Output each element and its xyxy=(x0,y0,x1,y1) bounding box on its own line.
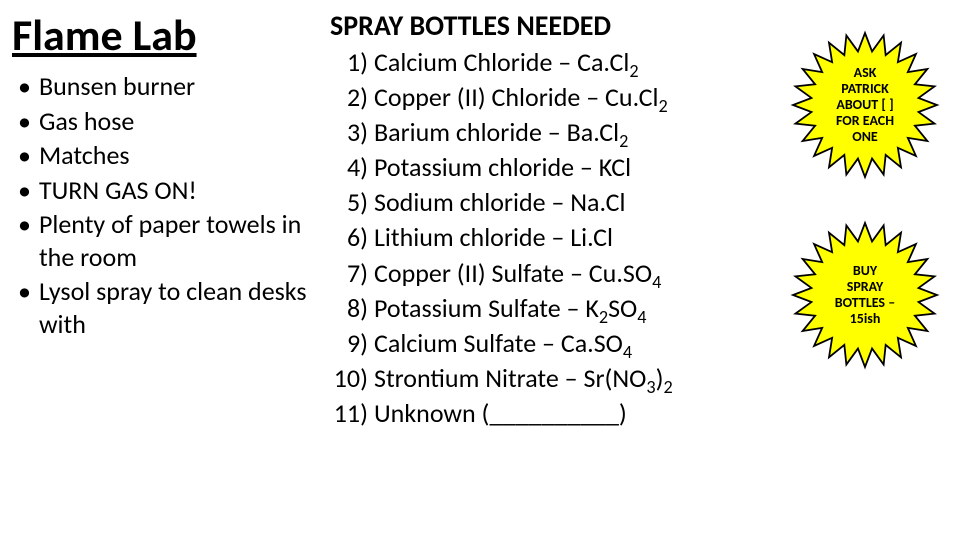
bullet-icon: • xyxy=(18,70,31,103)
list-item: 5)Sodium chloride – Na.Cl xyxy=(330,185,770,220)
list-item: 11)Unknown (__________) xyxy=(330,396,770,431)
list-item-label: Lithium chloride – Li.Cl xyxy=(374,220,770,255)
page-title: Flame Lab xyxy=(12,8,197,62)
starburst-text: BUYSPRAYBOTTLES –15ish xyxy=(817,263,913,327)
bullet-icon: • xyxy=(18,208,31,273)
bullet-icon: • xyxy=(18,275,31,340)
list-item: •Bunsen burner xyxy=(18,70,318,103)
list-item-number: 2) xyxy=(330,80,374,115)
list-item-label: Plenty of paper towels in the room xyxy=(39,208,318,273)
list-item-label: Bunsen burner xyxy=(39,70,195,103)
list-item-number: 8) xyxy=(330,291,374,326)
spray-heading: SPRAY BOTTLES NEEDED xyxy=(330,8,770,43)
list-item: •Matches xyxy=(18,139,318,172)
list-item: 8)Potassium Sulfate – K2SO4 xyxy=(330,291,770,326)
list-item-label: Calcium Chloride – Ca.Cl2 xyxy=(374,45,770,80)
list-item: •Gas hose xyxy=(18,105,318,138)
list-item: 9)Calcium Sulfate – Ca.SO4 xyxy=(330,326,770,361)
list-item-number: 3) xyxy=(330,115,374,150)
list-item-label: Calcium Sulfate – Ca.SO4 xyxy=(374,326,770,361)
list-item-label: Potassium Sulfate – K2SO4 xyxy=(374,291,770,326)
spray-bottles-section: SPRAY BOTTLES NEEDED 1)Calcium Chloride … xyxy=(330,8,770,431)
bullet-icon: • xyxy=(18,174,31,207)
spray-list: 1)Calcium Chloride – Ca.Cl22)Copper (II)… xyxy=(330,45,770,431)
equipment-list: •Bunsen burner•Gas hose•Matches•TURN GAS… xyxy=(18,70,318,342)
list-item-label: Gas hose xyxy=(39,105,134,138)
list-item: •Plenty of paper towels in the room xyxy=(18,208,318,273)
list-item: •Lysol spray to clean desks with xyxy=(18,275,318,340)
list-item-label: Lysol spray to clean desks with xyxy=(39,275,318,340)
list-item-label: TURN GAS ON! xyxy=(39,174,197,207)
list-item-number: 11) xyxy=(330,396,374,431)
list-item: 4)Potassium chloride – KCl xyxy=(330,150,770,185)
list-item: 1)Calcium Chloride – Ca.Cl2 xyxy=(330,45,770,80)
list-item-number: 4) xyxy=(330,150,374,185)
starburst-text: ASKPATRICKABOUT [ ]FOR EACHONE xyxy=(818,65,912,145)
list-item: 10)Strontium Nitrate – Sr(NO3)2 xyxy=(330,361,770,396)
list-item: •TURN GAS ON! xyxy=(18,174,318,207)
list-item-label: Copper (II) Sulfate – Cu.SO4 xyxy=(374,256,770,291)
starburst-ask-patrick: ASKPATRICKABOUT [ ]FOR EACHONE xyxy=(790,30,940,180)
starburst-buy-bottles: BUYSPRAYBOTTLES –15ish xyxy=(790,220,940,370)
list-item-label: Barium chloride – Ba.Cl2 xyxy=(374,115,770,150)
bullet-icon: • xyxy=(18,105,31,138)
list-item-label: Sodium chloride – Na.Cl xyxy=(374,185,770,220)
list-item-label: Potassium chloride – KCl xyxy=(374,150,770,185)
bullet-icon: • xyxy=(18,139,31,172)
list-item-number: 7) xyxy=(330,256,374,291)
list-item-label: Unknown (__________) xyxy=(374,396,770,431)
list-item: 7)Copper (II) Sulfate – Cu.SO4 xyxy=(330,256,770,291)
list-item: 2)Copper (II) Chloride – Cu.Cl2 xyxy=(330,80,770,115)
list-item-number: 5) xyxy=(330,185,374,220)
list-item-number: 9) xyxy=(330,326,374,361)
list-item: 3)Barium chloride – Ba.Cl2 xyxy=(330,115,770,150)
list-item-number: 1) xyxy=(330,45,374,80)
list-item-label: Matches xyxy=(39,139,130,172)
list-item-number: 10) xyxy=(330,361,374,396)
list-item-label: Copper (II) Chloride – Cu.Cl2 xyxy=(374,80,770,115)
list-item: 6)Lithium chloride – Li.Cl xyxy=(330,220,770,255)
list-item-number: 6) xyxy=(330,220,374,255)
list-item-label: Strontium Nitrate – Sr(NO3)2 xyxy=(374,361,770,396)
